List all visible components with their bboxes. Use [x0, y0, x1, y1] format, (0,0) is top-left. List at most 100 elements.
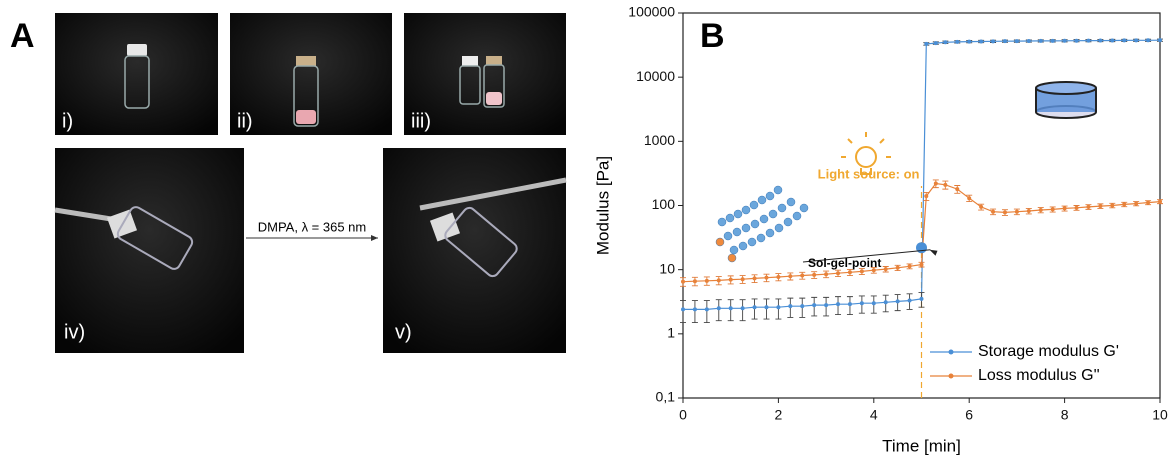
- data-point: [740, 277, 745, 282]
- x-tick-label: 10: [1152, 407, 1168, 423]
- data-point: [1002, 39, 1007, 44]
- data-point: [788, 304, 793, 309]
- data-point: [871, 301, 876, 306]
- data-point: [764, 305, 769, 310]
- data-point: [979, 204, 984, 209]
- photo: i): [55, 13, 218, 135]
- data-point: [1038, 38, 1043, 43]
- photo: ii): [230, 13, 392, 135]
- bulb-icon: [841, 132, 891, 175]
- data-point: [1134, 201, 1139, 206]
- polymer-icon: [715, 185, 809, 263]
- data-point: [919, 262, 924, 267]
- data-point: [967, 196, 972, 201]
- gel-icon: [1035, 81, 1097, 119]
- data-point: [692, 279, 697, 284]
- panel-label: A: [10, 17, 35, 55]
- data-point: [955, 187, 960, 192]
- data-point: [924, 41, 929, 46]
- data-point: [812, 303, 817, 308]
- data-point: [1158, 38, 1162, 43]
- data-point: [924, 194, 929, 199]
- data-point: [1062, 38, 1067, 43]
- data-point: [1038, 208, 1043, 213]
- data-point: [1110, 38, 1115, 43]
- data-point: [847, 302, 852, 307]
- data-point: [1122, 202, 1127, 207]
- photo-label: ii): [237, 110, 253, 132]
- data-point: [740, 306, 745, 311]
- data-point: [859, 269, 864, 274]
- data-point: [955, 39, 960, 44]
- data-point: [1062, 206, 1067, 211]
- marker-arrow: [802, 249, 931, 263]
- photo: iv): [54, 148, 244, 353]
- data-point: [933, 181, 938, 186]
- photo: v): [383, 148, 567, 353]
- data-point: [728, 306, 733, 311]
- data-point: [919, 296, 924, 301]
- legend-label: Storage modulus G': [978, 343, 1119, 360]
- error-bar: [703, 300, 710, 323]
- data-point: [859, 301, 864, 306]
- data-point: [764, 275, 769, 280]
- marker-arrow-head: [929, 249, 938, 256]
- y-tick-label: 100: [652, 196, 676, 212]
- photo: iii): [404, 13, 566, 135]
- data-point: [1050, 207, 1055, 212]
- data-point: [1086, 38, 1091, 43]
- legend-dot: [948, 349, 954, 355]
- data-point: [824, 303, 829, 308]
- marker-label: Sol-gel-point: [808, 256, 881, 270]
- error-bar: [680, 300, 686, 323]
- data-point: [1074, 38, 1079, 43]
- data-point: [824, 272, 829, 277]
- data-point: [895, 265, 900, 270]
- data-point: [776, 305, 781, 310]
- data-point: [752, 305, 757, 310]
- photo-label: iv): [64, 321, 85, 343]
- data-point: [883, 267, 888, 272]
- data-point: [1050, 38, 1055, 43]
- data-point: [979, 39, 984, 44]
- data-point: [776, 274, 781, 279]
- data-point: [812, 272, 817, 277]
- data-point: [836, 302, 841, 307]
- data-point: [716, 306, 721, 311]
- data-point: [681, 307, 685, 312]
- data-point: [704, 307, 709, 312]
- error-bar: [691, 300, 698, 323]
- data-point: [1014, 39, 1019, 44]
- data-point: [991, 39, 996, 44]
- data-point: [895, 299, 900, 304]
- data-point: [871, 268, 876, 273]
- y-tick-label: 1000: [644, 132, 675, 148]
- data-point: [692, 307, 697, 312]
- data-point: [943, 182, 948, 187]
- data-point: [788, 274, 793, 279]
- data-point: [800, 304, 805, 309]
- data-point: [752, 276, 757, 281]
- data-point: [1086, 204, 1091, 209]
- x-tick-label: 4: [870, 407, 878, 423]
- data-point: [800, 273, 805, 278]
- data-point: [1014, 209, 1019, 214]
- data-point: [1074, 205, 1079, 210]
- data-point: [907, 264, 912, 269]
- data-point: [1122, 38, 1127, 43]
- x-tick-label: 6: [965, 407, 973, 423]
- legend-label: Loss modulus G'': [978, 367, 1100, 384]
- y-axis-title: Modulus [Pa]: [593, 156, 612, 255]
- data-point: [1146, 200, 1151, 205]
- y-tick-label: 0,1: [656, 389, 676, 405]
- data-point: [847, 270, 852, 275]
- sol-gel-marker: [916, 242, 927, 254]
- data-point: [716, 278, 721, 283]
- panel-label: B: [700, 17, 725, 55]
- data-point: [1110, 203, 1115, 208]
- y-tick-label: 10000: [636, 68, 675, 84]
- data-point: [1098, 204, 1103, 209]
- data-point: [883, 300, 888, 305]
- data-point: [1098, 38, 1103, 43]
- data-point: [1146, 38, 1151, 43]
